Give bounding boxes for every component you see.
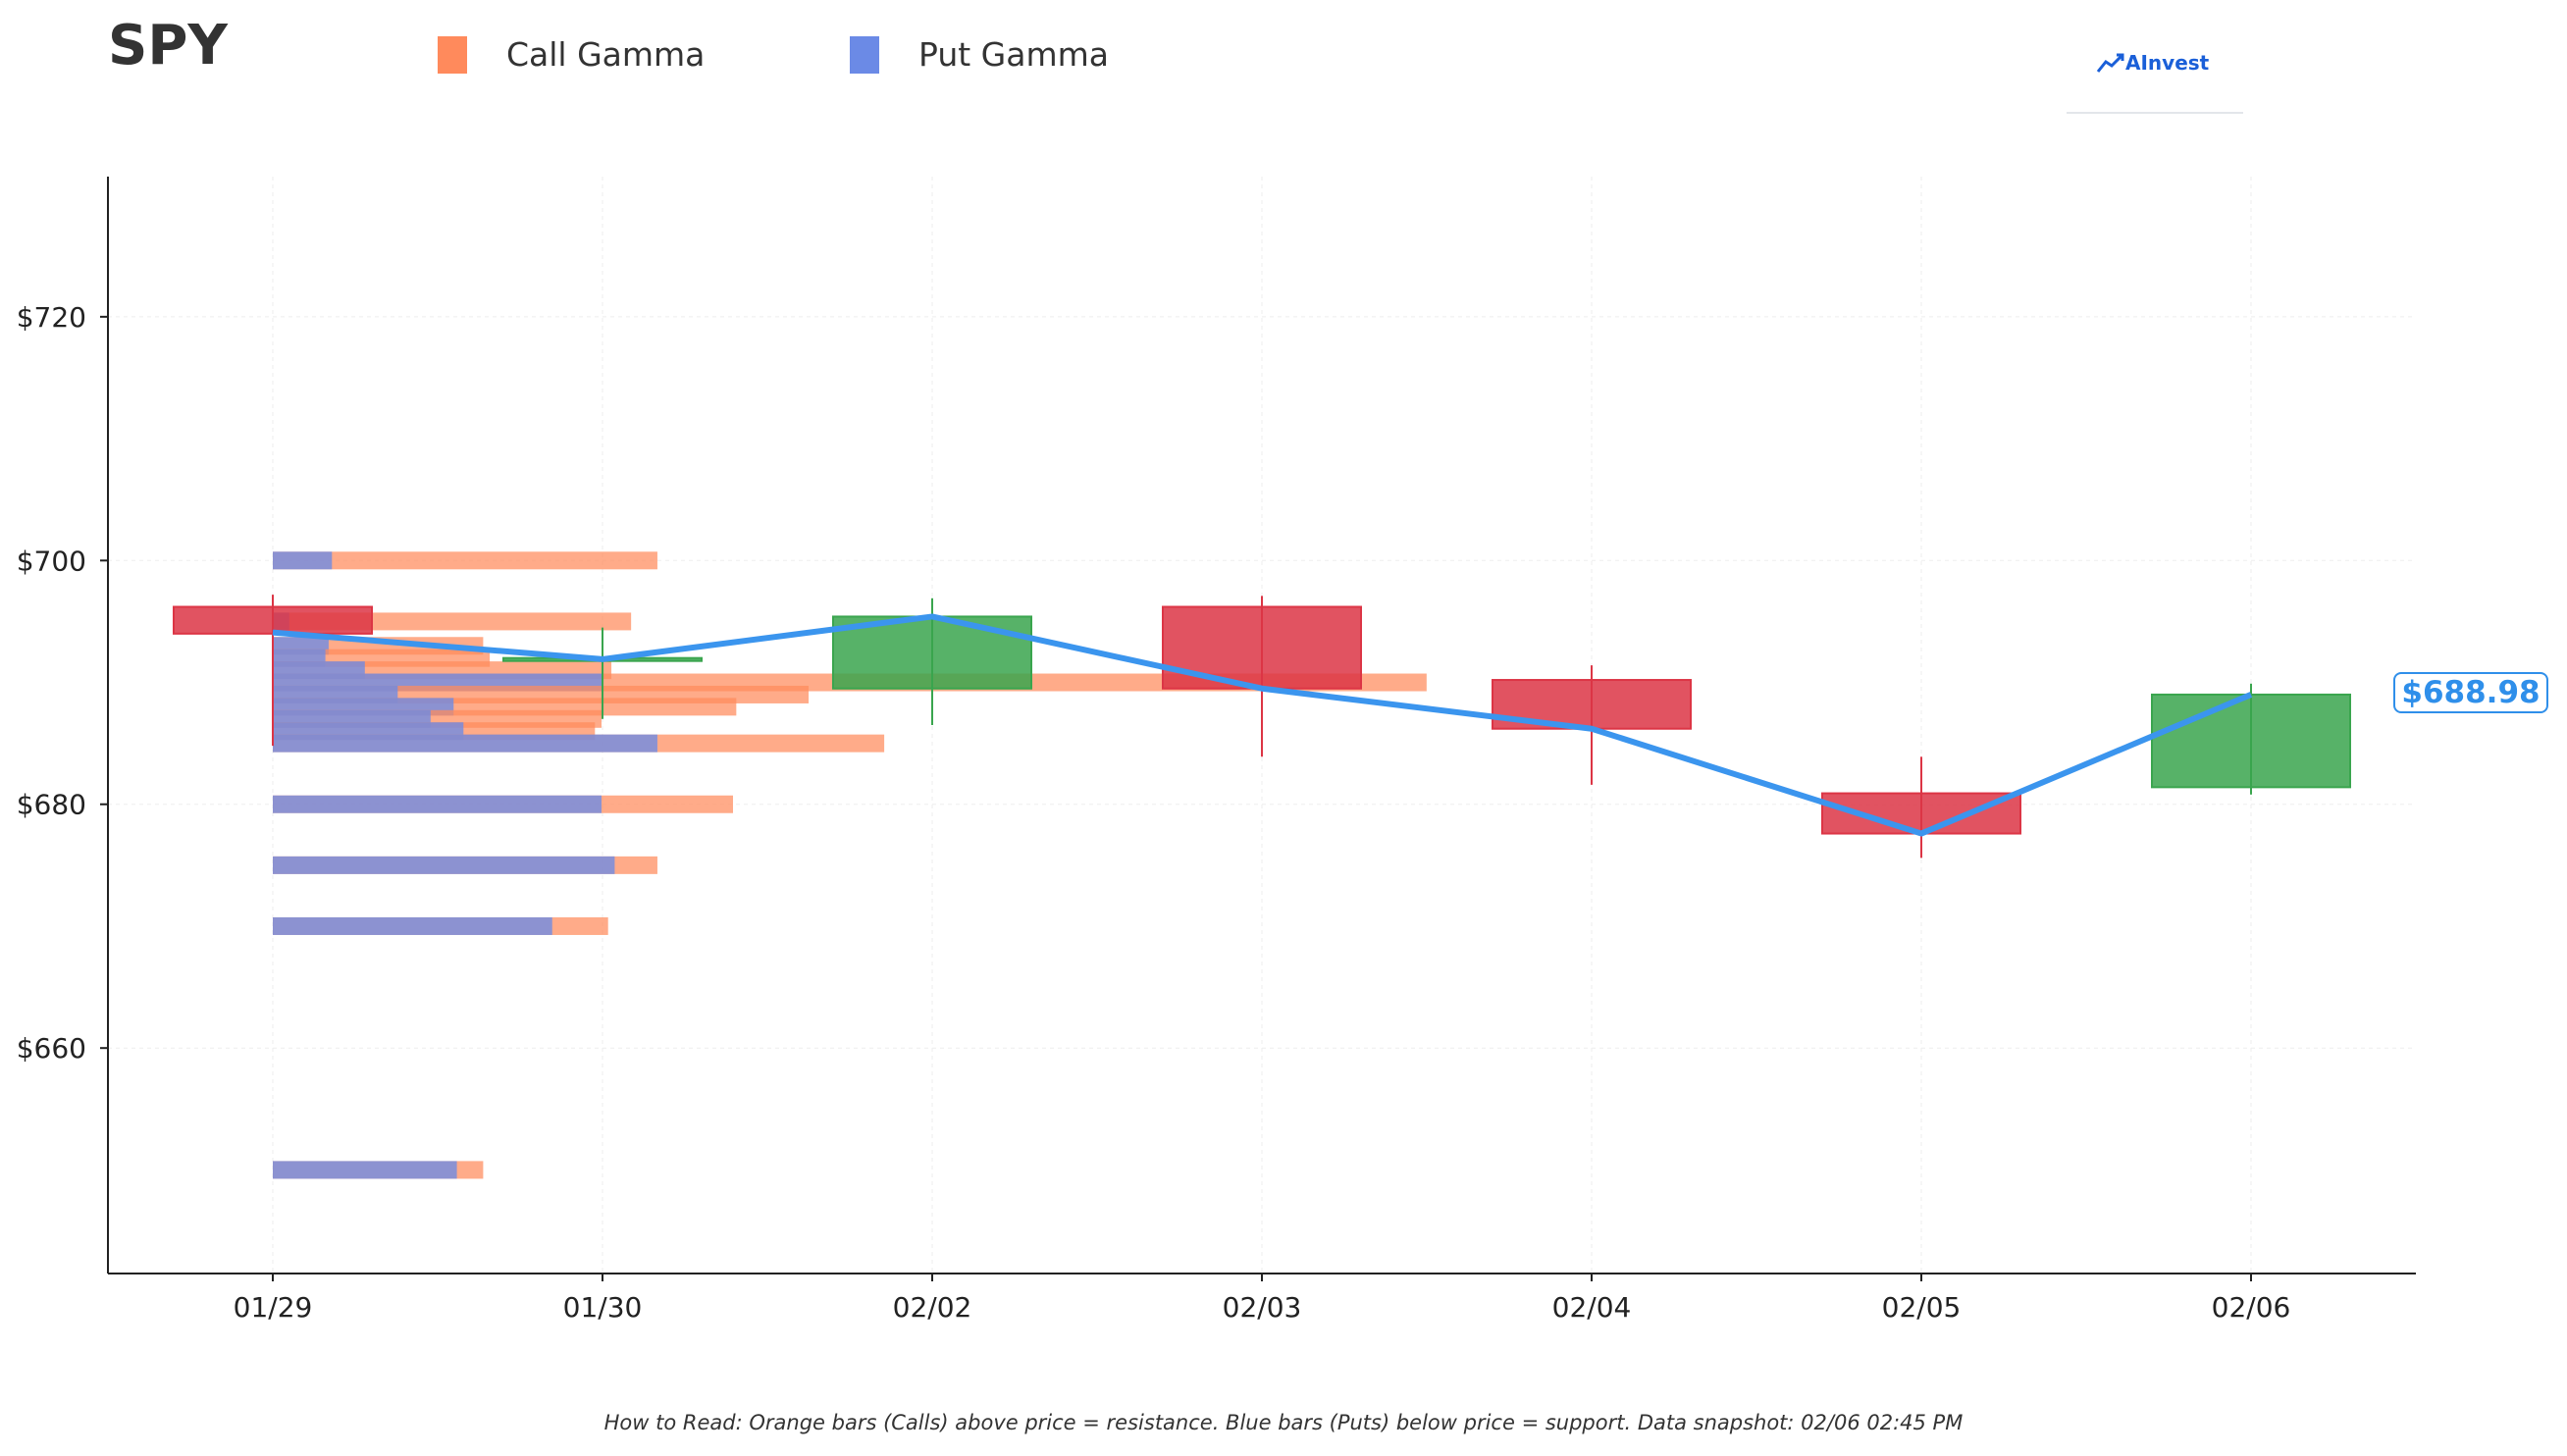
x-tick-label: 02/03 — [1223, 1291, 1302, 1324]
put-gamma-bar — [273, 916, 552, 935]
put-gamma-bar — [273, 551, 333, 570]
x-tick-label: 01/30 — [563, 1291, 643, 1324]
y-tick-label: $720 — [17, 301, 86, 334]
x-tick-label: 02/02 — [893, 1291, 972, 1324]
brand-name: AInvest — [2125, 51, 2210, 75]
brand-chart-icon — [2096, 53, 2124, 73]
candle-body — [173, 605, 373, 635]
logo-divider — [2067, 112, 2243, 114]
brand-logo: AInvest — [2096, 51, 2209, 75]
y-tick-label: $680 — [17, 789, 86, 821]
call-gamma-bar — [273, 551, 657, 570]
y-tick-label: $660 — [17, 1032, 86, 1065]
x-tick-label: 01/29 — [234, 1291, 313, 1324]
x-tick-label: 02/05 — [1882, 1291, 1962, 1324]
y-tick-label: $700 — [17, 545, 86, 577]
put-swatch — [850, 35, 879, 74]
footer-note: How to Read: Orange bars (Calls) above p… — [603, 1411, 1964, 1434]
close-price-line — [272, 613, 2253, 837]
x-tick-label: 02/04 — [1552, 1291, 1632, 1324]
put-gamma-bar — [273, 1161, 457, 1179]
put-gamma-bar — [273, 734, 657, 753]
call-swatch — [438, 35, 467, 74]
legend-call: Call Gamma — [438, 35, 705, 74]
put-gamma-bar — [273, 856, 615, 874]
legend-call-label: Call Gamma — [506, 35, 706, 74]
legend-put-label: Put Gamma — [918, 35, 1109, 74]
candle-body — [2151, 693, 2351, 789]
ticker-title: SPY — [108, 14, 228, 78]
x-tick-label: 02/06 — [2212, 1291, 2291, 1324]
legend-put: Put Gamma — [850, 35, 1109, 74]
current-price-tag: $688.98 — [2393, 672, 2548, 713]
put-gamma-bar — [273, 795, 602, 813]
